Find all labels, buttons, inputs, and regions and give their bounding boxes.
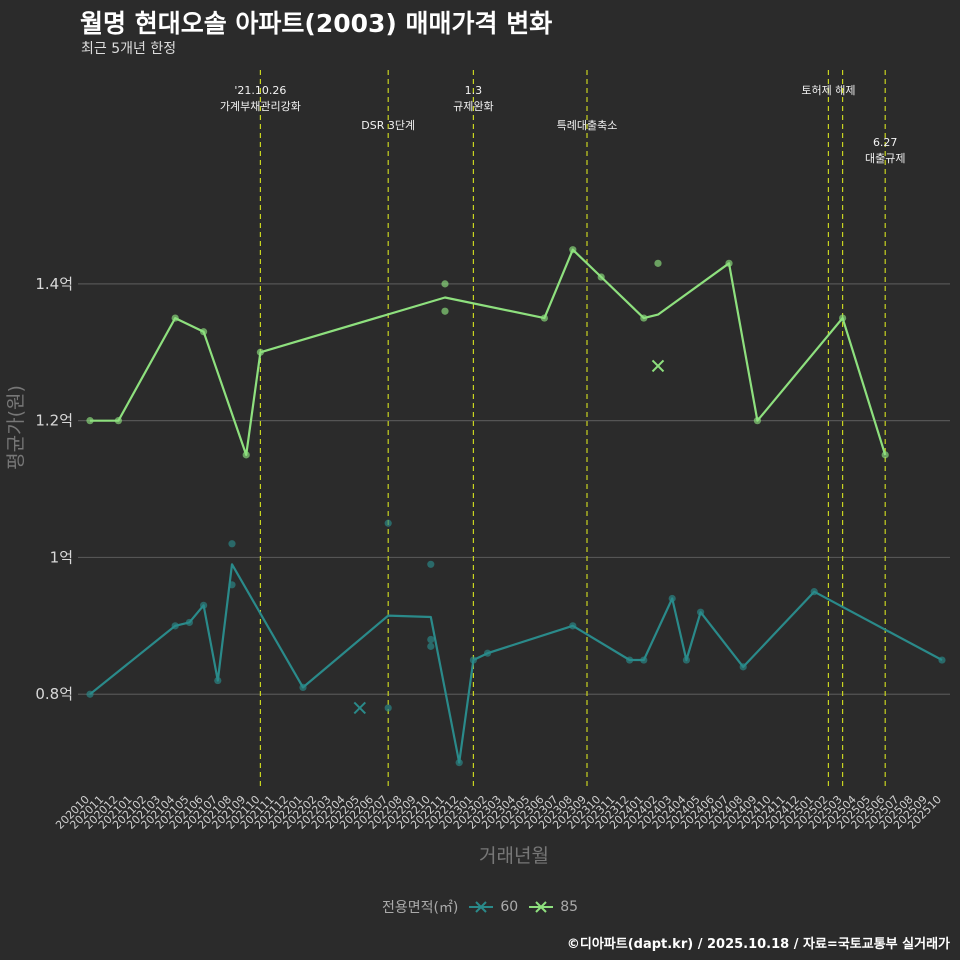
event-label: 특례대출축소 xyxy=(557,119,618,132)
data-point-60 xyxy=(469,656,477,664)
data-point-60 xyxy=(228,581,236,589)
data-point-60 xyxy=(484,649,492,657)
data-point-60 xyxy=(697,608,705,616)
data-point-85 xyxy=(881,451,889,459)
data-point-60 xyxy=(626,656,634,664)
chart-title: 월명 현대오솔 아파트(2003) 매매가격 변화 xyxy=(80,9,553,38)
data-point-60 xyxy=(86,690,94,698)
legend: 전용면적(㎡) 60 85 xyxy=(0,896,960,918)
data-point-60 xyxy=(682,656,691,664)
data-point-60 xyxy=(171,622,179,630)
event-label: 토허제 해제 xyxy=(801,83,855,97)
cancelled-deal-marker-85 xyxy=(651,359,665,373)
data-point-60 xyxy=(384,519,392,527)
data-point-85 xyxy=(640,314,648,322)
event-label: '21.10.26 xyxy=(234,84,286,97)
data-point-85 xyxy=(753,417,762,425)
source-caption: ©디아파트(dapt.kr) / 2025.10.18 / 자료=국토교통부 실… xyxy=(566,937,950,952)
data-point-85 xyxy=(654,259,662,267)
legend-label-85: 85 xyxy=(560,899,579,915)
data-point-60 xyxy=(569,622,577,630)
data-point-60 xyxy=(455,759,463,767)
data-point-85 xyxy=(839,314,847,322)
data-point-60 xyxy=(739,663,747,671)
x-axis-title: 거래년월 xyxy=(479,845,549,867)
data-point-60 xyxy=(668,594,676,603)
data-point-60 xyxy=(299,683,307,692)
event-label: 규제완화 xyxy=(453,100,493,113)
data-point-85 xyxy=(114,417,122,425)
data-point-60 xyxy=(810,588,818,596)
data-point-60 xyxy=(938,656,946,664)
data-point-85 xyxy=(200,328,208,336)
event-label: 6.27 xyxy=(873,136,898,149)
y-tick-label: 1.2억 xyxy=(35,412,73,430)
event-label: 가계부채관리강화 xyxy=(220,100,301,113)
legend-title: 전용면적(㎡) xyxy=(381,900,459,916)
data-point-85 xyxy=(725,259,733,267)
data-point-85 xyxy=(171,314,179,322)
event-label: 1.3 xyxy=(465,84,483,97)
y-tick-label: 1억 xyxy=(50,548,73,566)
data-point-60 xyxy=(384,704,392,712)
series-line-85 xyxy=(90,248,887,456)
data-point-85 xyxy=(569,246,577,254)
data-point-60 xyxy=(640,656,648,664)
cross-stroke xyxy=(353,701,367,715)
data-point-60 xyxy=(214,676,222,685)
data-point-60 xyxy=(427,560,435,568)
event-label: 대출규제 xyxy=(865,152,905,165)
data-point-85 xyxy=(597,273,605,281)
data-point-85 xyxy=(256,348,264,356)
data-point-60 xyxy=(427,635,435,644)
y-tick-label: 0.8억 xyxy=(35,685,73,703)
legend-item-85: 85 xyxy=(528,899,578,915)
data-point-85 xyxy=(441,307,449,315)
legend-key-85 xyxy=(529,901,554,913)
data-point-85 xyxy=(86,417,94,425)
legend-item-60: 60 xyxy=(468,899,518,915)
event-label: DSR 3단계 xyxy=(361,119,415,132)
data-point-85 xyxy=(540,314,549,322)
legend-key-60 xyxy=(469,901,494,913)
data-point-85 xyxy=(242,451,250,459)
chart-subtitle: 최근 5개년 한정 xyxy=(81,41,177,57)
cancelled-deal-marker-60 xyxy=(353,701,367,715)
legend-label-60: 60 xyxy=(500,899,519,915)
y-axis-title: 평균가(원) xyxy=(5,385,27,470)
data-point-60 xyxy=(185,618,193,627)
y-tick-label: 1.4억 xyxy=(35,275,73,293)
data-point-60 xyxy=(228,540,236,548)
data-point-60 xyxy=(200,601,208,609)
data-point-60 xyxy=(427,642,435,650)
data-point-85 xyxy=(441,280,449,288)
cross-stroke xyxy=(651,359,665,373)
